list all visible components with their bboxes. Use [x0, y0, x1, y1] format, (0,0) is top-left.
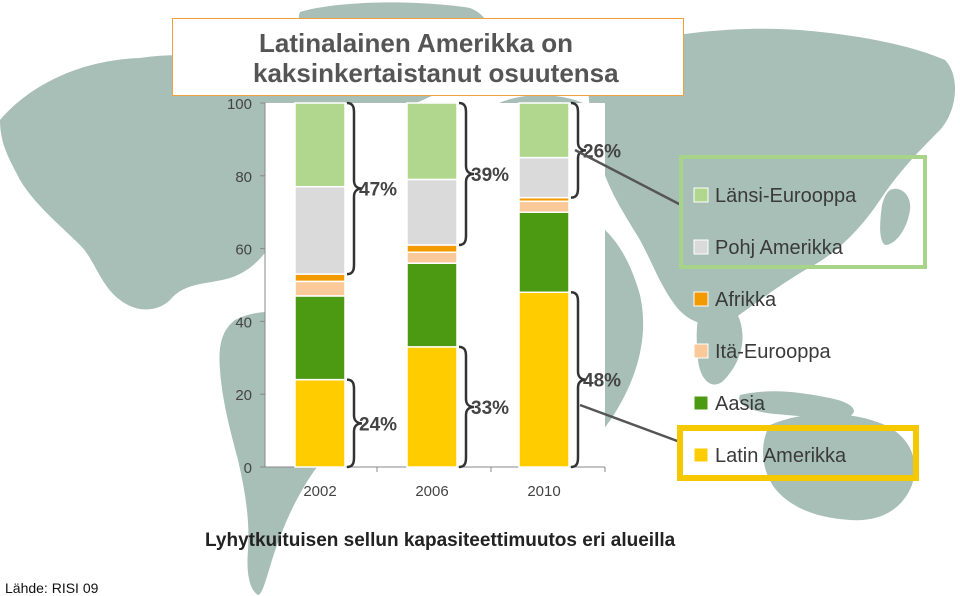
y-tick-label: 0: [244, 460, 252, 477]
bracket: [458, 345, 475, 469]
legend-swatch: [693, 447, 709, 463]
legend-swatch: [693, 343, 709, 359]
bracket: [346, 101, 363, 276]
x-tick-label: 2002: [303, 483, 336, 500]
bar-segment: [294, 185, 346, 275]
bar-segment: [518, 291, 570, 468]
legend-swatch: [693, 395, 709, 411]
bar-segment: [518, 211, 570, 294]
bar-segment: [406, 346, 458, 468]
bar-segment: [518, 156, 570, 199]
bar-segment: [294, 273, 346, 283]
y-tick-label: 60: [235, 242, 252, 259]
bracket-label: 47%: [359, 180, 397, 201]
chart-title-line1: Latinalainen Amerikka on: [259, 28, 574, 58]
legend-highlight-box: [679, 155, 927, 269]
legend-label: Afrikka: [715, 289, 777, 311]
bar-segment: [294, 295, 346, 381]
bar-segment: [406, 178, 458, 246]
legend: Länsi-Eurooppa Pohj Amerikka Afrikka Itä-Eu…: [677, 155, 927, 481]
bar-segment: [294, 280, 346, 297]
chart-subtitle: Lyhytkuituisen sellun kapasiteettimuutos…: [205, 530, 676, 551]
x-tick-label: 2006: [415, 483, 448, 500]
bar-segment: [406, 262, 458, 348]
annotations: 47% 39% 26% 24% 33% 48%: [346, 101, 682, 469]
map-indonesia: [739, 391, 854, 418]
bar-segment: [518, 200, 570, 213]
bars: [294, 102, 570, 468]
legend-label: Länsi-Eurooppa: [715, 185, 857, 207]
legend-swatch: [693, 291, 709, 307]
bar-segment: [518, 102, 570, 159]
chart-title: Latinalainen Amerikka on kaksinkertaista…: [172, 18, 684, 96]
y-tick-label: 20: [235, 387, 252, 404]
bar-segment: [406, 102, 458, 181]
legend-label: Itä-Eurooppa: [715, 341, 832, 363]
bar-segment: [294, 378, 346, 468]
callout-line-top: [574, 148, 682, 207]
legend-swatch: [693, 239, 709, 255]
chart-title-line2: kaksinkertaistanut osuutensa: [253, 58, 619, 88]
callout-line-bottom: [579, 403, 681, 444]
y-tick-label: 40: [235, 314, 252, 331]
legend-swatch: [693, 187, 709, 203]
bar-segment: [294, 102, 346, 188]
y-tick-label: 80: [235, 169, 252, 186]
bracket: [570, 101, 587, 199]
source-note: Lähde: RISI 09: [5, 580, 99, 596]
x-tick-label: 2010: [527, 483, 560, 500]
bar-segment: [406, 244, 458, 253]
y-tick-label: 100: [227, 96, 252, 113]
bar-segment: [406, 251, 458, 264]
bracket-label: 48%: [583, 371, 621, 392]
map-indochina: [696, 299, 743, 385]
bracket: [570, 291, 587, 469]
map-japan: [880, 188, 911, 245]
map-australia: [763, 413, 915, 521]
bracket: [458, 101, 475, 247]
legend-label: Pohj Amerikka: [715, 237, 844, 259]
bracket-label: 39%: [471, 165, 509, 186]
bracket-label: 26%: [583, 141, 621, 162]
bracket-label: 24%: [359, 414, 397, 435]
legend-label: Latin Amerikka: [715, 445, 847, 467]
bracket-label: 33%: [471, 398, 509, 419]
bracket: [346, 378, 363, 469]
legend-label: Aasia: [715, 393, 766, 415]
legend-highlight-box: [677, 425, 919, 481]
